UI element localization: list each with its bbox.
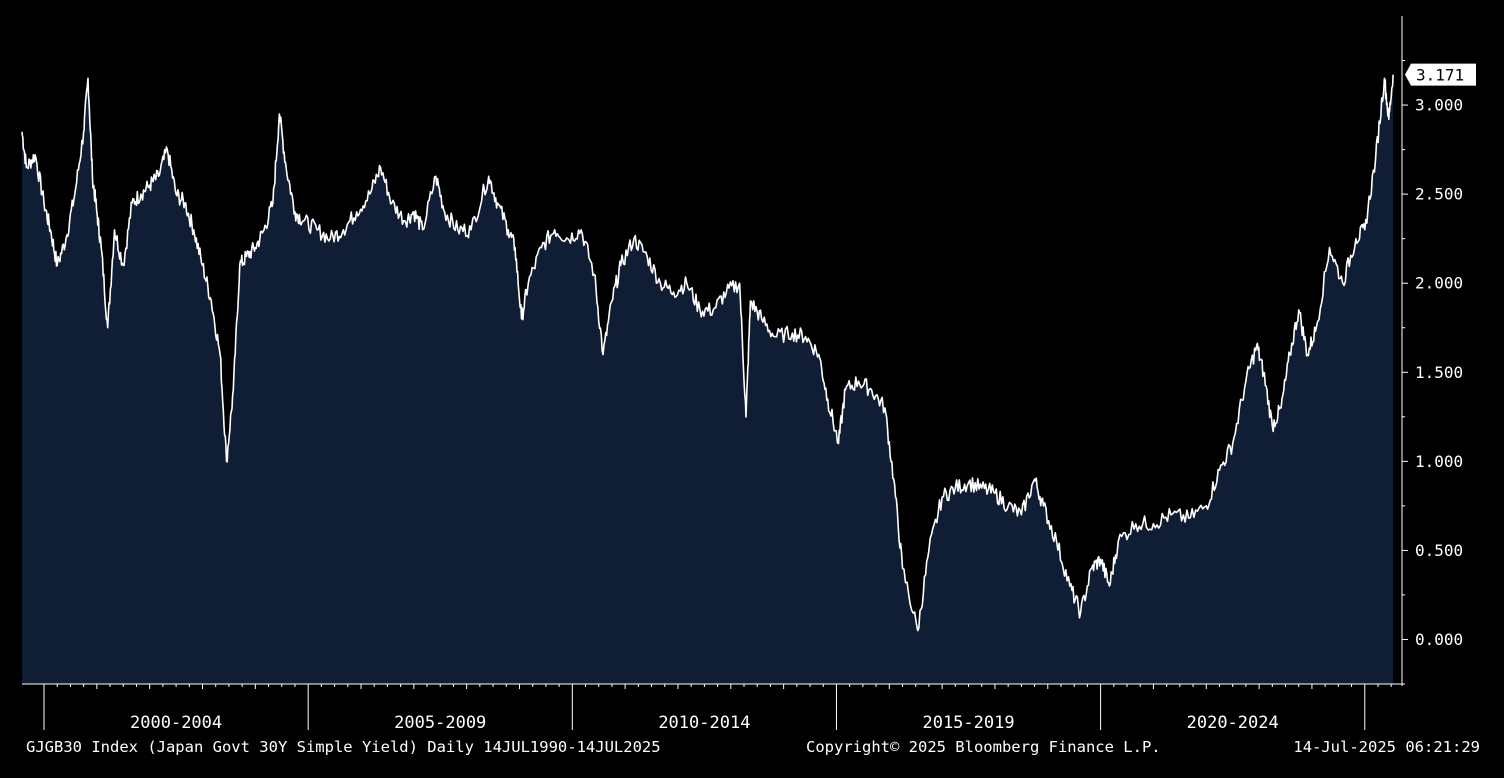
y-tick-label: 0.500 xyxy=(1415,541,1463,560)
y-tick-label: 1.000 xyxy=(1415,452,1463,471)
footer-security-description: GJGB30 Index (Japan Govt 30Y Simple Yiel… xyxy=(26,738,661,756)
y-tick-label: 2.500 xyxy=(1415,185,1463,204)
x-period-label: 2015-2019 xyxy=(922,713,1014,733)
yield-line xyxy=(21,74,1394,632)
yield-area xyxy=(22,74,1394,685)
footer-copyright: Copyright© 2025 Bloomberg Finance L.P. xyxy=(806,738,1161,756)
footer-timestamp: 14-Jul-2025 06:21:29 xyxy=(1293,738,1480,756)
x-period-label: 2010-2014 xyxy=(658,713,750,733)
x-period-label: 2020-2024 xyxy=(1187,713,1279,733)
y-tick-label: 2.000 xyxy=(1415,274,1463,293)
y-tick-label: 0.000 xyxy=(1415,630,1463,649)
y-tick-label: 3.000 xyxy=(1415,96,1463,115)
y-tick-label: 1.500 xyxy=(1415,363,1463,382)
last-value-label: 3.171 xyxy=(1416,66,1464,85)
x-period-label: 2000-2004 xyxy=(130,713,222,733)
last-value-marker xyxy=(1405,63,1476,86)
x-period-label: 2005-2009 xyxy=(394,713,486,733)
